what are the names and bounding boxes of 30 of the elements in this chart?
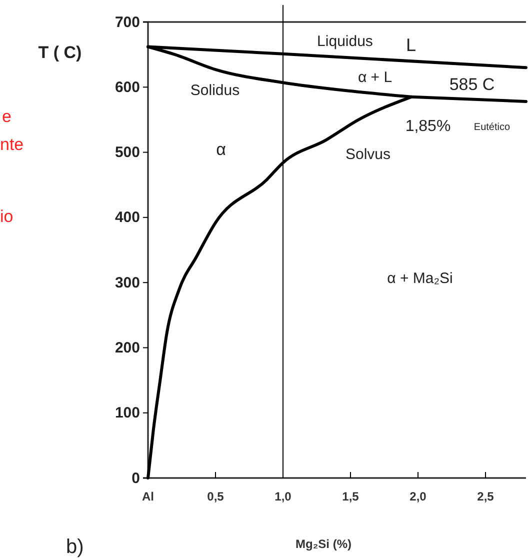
x-tick-label: 1,5: [342, 490, 360, 504]
text: nte: [0, 135, 24, 154]
annotation: Solidus: [190, 82, 240, 99]
annotation: α: [216, 140, 226, 159]
y-tick-label: 500: [114, 144, 140, 162]
x-axis-title: Mg₂Si (%): [296, 537, 352, 551]
annotation: Liquidus: [317, 33, 373, 50]
y-tick-label: 600: [114, 78, 140, 96]
x-tick-label: 2,5: [477, 490, 494, 504]
text: e: [2, 107, 12, 126]
annotation: L: [406, 35, 416, 55]
x-tick-label: Al: [142, 490, 154, 504]
y-tick-label: 700: [114, 14, 140, 31]
annotation: α + L: [358, 69, 392, 86]
y-tick-label: 100: [114, 404, 140, 422]
y-tick-label: 300: [114, 274, 140, 292]
annotation: 585 C: [449, 75, 495, 94]
y-tick-label: 0: [132, 470, 140, 487]
x-tick-label: 1,0: [274, 490, 292, 504]
y-tick-label: 400: [114, 209, 140, 226]
y-axis-title: T ( C): [38, 43, 82, 62]
x-tick-label: 2,0: [410, 490, 427, 504]
text: io: [0, 207, 14, 226]
annotation: Solvus: [345, 146, 391, 163]
text: b): [66, 536, 84, 558]
annotation: Eutético: [474, 122, 510, 133]
y-tick-label: 200: [114, 340, 140, 357]
annotation: α + Ma₂Si: [387, 270, 453, 287]
annotation: 1,85%: [405, 118, 451, 135]
x-tick-label: 0,5: [207, 490, 224, 504]
